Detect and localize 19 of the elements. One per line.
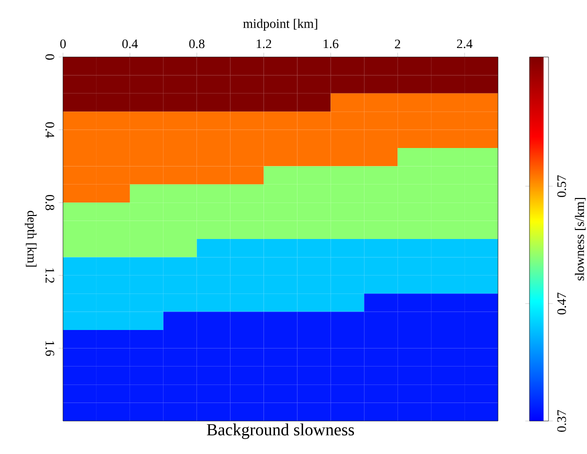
x-axis-title: midpoint [km] bbox=[243, 18, 318, 31]
y-axis-title: depth [km] bbox=[24, 210, 37, 267]
x-tick-label: 0.4 bbox=[122, 39, 138, 48]
color-bar-label: 0.57 bbox=[557, 175, 566, 197]
y-tick-label: 0.4 bbox=[45, 122, 54, 138]
y-tick-label: 0 bbox=[45, 54, 54, 60]
y-tick-label: 1.2 bbox=[45, 268, 54, 283]
x-tick-label: 2 bbox=[394, 40, 400, 48]
x-tick-label: 1.2 bbox=[256, 39, 272, 48]
y-tick-label: 0.8 bbox=[45, 195, 54, 210]
color-bar-title: slowness [s/km] bbox=[574, 198, 586, 280]
x-tick-label: 0 bbox=[60, 40, 66, 48]
x-tick-label: 0.8 bbox=[189, 39, 204, 48]
color-bar-label: 0.47 bbox=[557, 292, 566, 314]
color-bar-label: 0.37 bbox=[557, 410, 566, 432]
y-tick-label: 1.6 bbox=[45, 341, 54, 356]
text: Background slowness bbox=[206, 424, 354, 439]
x-tick-label: 2.4 bbox=[457, 39, 472, 48]
x-tick-label: 1.6 bbox=[324, 39, 338, 48]
